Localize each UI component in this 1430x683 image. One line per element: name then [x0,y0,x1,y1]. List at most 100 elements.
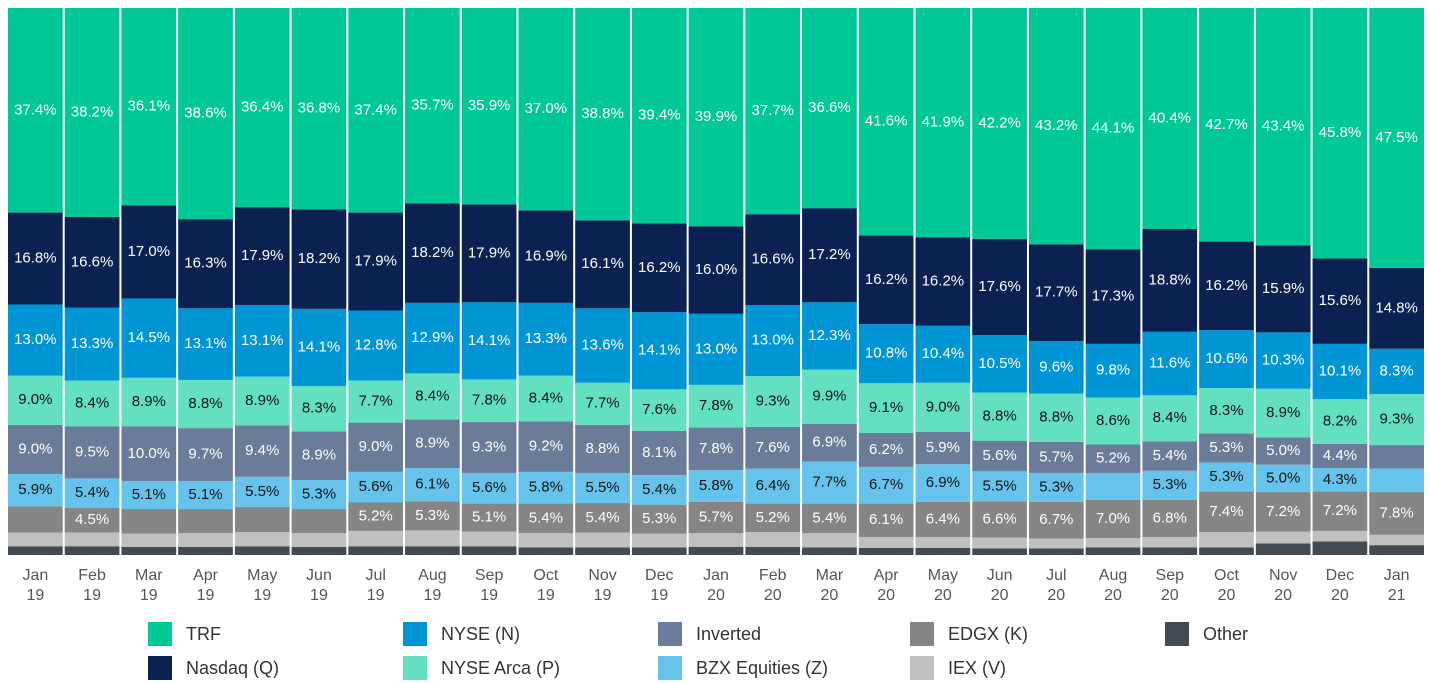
data-label: 13.1% [184,335,227,352]
data-label: 17.6% [978,278,1021,295]
x-tick-label: Dec 19 [645,567,674,604]
data-label: 8.4% [415,387,449,404]
bar-segment [858,235,914,325]
bar-segment [631,533,687,548]
bar-segment [915,8,971,238]
bar-segment [291,509,347,534]
bar-segment [64,478,120,508]
bar-segment [64,216,120,308]
bar-segment [234,305,290,377]
data-label: 5.5% [585,479,619,496]
bar-segment [1085,249,1141,344]
data-label: 5.4% [1153,447,1187,464]
data-label: 9.0% [18,391,52,408]
data-label: 5.1% [472,508,506,525]
x-tick-label: Sep 19 [474,567,504,604]
bar-segment [1312,443,1368,469]
bar-segment [8,375,63,425]
bar-segment [915,536,971,548]
data-label: 6.1% [869,511,903,528]
data-label: 8.3% [1209,402,1243,419]
bar-segment [1028,341,1084,394]
data-label: 35.9% [468,97,511,114]
bar-segment [461,531,517,547]
data-label: 7.8% [1380,504,1414,521]
bar-segment [1369,468,1424,493]
bar-segment [1199,433,1254,463]
bar-segment [461,422,517,473]
data-label: 16.6% [71,253,114,270]
bar-segment [1369,267,1424,349]
bar-segment [291,385,347,432]
bar-segment [461,503,517,532]
bar-segment [178,8,233,220]
data-label: 7.8% [699,440,733,457]
data-label: 7.8% [699,397,733,414]
bar-segment [1369,8,1424,268]
x-tick-label: Feb 19 [78,567,106,604]
data-label: 9.3% [1380,411,1414,428]
bar-segment [1255,531,1311,544]
data-label: 4.4% [1323,447,1357,464]
data-label: 5.3% [415,507,449,524]
bar-segment [1085,8,1141,250]
bar-segment [178,379,233,429]
bar-segment [1312,399,1368,444]
data-label: 7.7% [585,395,619,412]
data-label: 5.2% [756,509,790,526]
data-label: 10.3% [1262,352,1305,369]
bar-segment [915,382,971,432]
bar-segment [178,546,233,555]
bar-segment [405,302,460,374]
data-label: 6.4% [926,510,960,527]
data-label: 8.9% [302,447,336,464]
x-tick-label: May 19 [247,567,278,604]
data-label: 36.6% [808,99,851,116]
bar-segment [178,428,233,482]
bar-segment [64,546,120,555]
data-label: 13.6% [581,336,624,353]
bar-segment [405,546,460,555]
bar-segment [575,8,630,221]
bar-segment [688,533,744,547]
data-label: 39.9% [695,108,738,125]
bar-segment [688,226,744,314]
data-label: 18.8% [1148,271,1191,288]
x-tick-label: Nov 20 [1268,567,1298,604]
bar-segment [291,8,347,210]
bar-segment [121,481,177,510]
data-label: 5.5% [245,483,279,500]
bar-segment [234,532,290,547]
bar-segment [575,382,630,425]
data-label: 5.3% [1209,468,1243,485]
data-label: 9.0% [18,440,52,457]
bar-segment [178,533,233,547]
data-label: 7.0% [1096,510,1130,527]
bar-segment [518,471,574,504]
bar-segment [8,506,63,533]
bar-segment [1199,532,1254,548]
bar-segment [1199,491,1254,533]
bar-segment [348,530,404,547]
data-label: 43.2% [1035,117,1078,134]
bar-segment [291,546,347,555]
x-tick-label: Dec 20 [1325,567,1355,604]
bar-segment [1028,244,1084,342]
legend-swatch [910,656,934,680]
data-label: 6.8% [1153,509,1187,526]
bar-segment [575,503,630,533]
data-label: 9.4% [245,442,279,459]
data-label: 8.9% [415,435,449,452]
data-label: 13.0% [14,331,57,348]
bar-segment [858,324,914,384]
bar-segment [1199,547,1254,555]
bar-segment [518,375,574,422]
bar-segment [8,532,63,547]
data-label: 9.7% [188,446,222,463]
data-label: 42.2% [978,114,1021,131]
data-label: 10.0% [128,445,171,462]
bar-segment [1312,530,1368,542]
x-tick-label: Oct 19 [533,567,559,604]
data-label: 13.0% [751,332,794,349]
bar-segment [631,312,687,390]
